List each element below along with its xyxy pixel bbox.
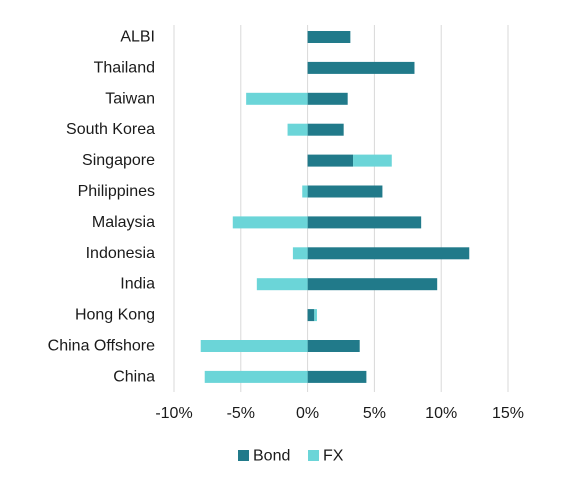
category-label-philippines: Philippines (78, 183, 155, 200)
bar-bond-indonesia (307, 247, 470, 260)
legend-label-bond: Bond (253, 448, 290, 465)
bar-bond-thailand (307, 61, 415, 74)
category-label-hong-kong: Hong Kong (75, 307, 155, 324)
category-label-south-korea: South Korea (66, 121, 155, 138)
legend-swatch-bond (238, 450, 249, 461)
bar-bond-taiwan (307, 92, 348, 105)
bar-bond-india (307, 278, 438, 291)
bar-fx-india (256, 278, 308, 291)
bar-fx-indonesia (292, 247, 308, 260)
bar-bond-hong-kong (307, 309, 315, 322)
category-label-china: China (113, 368, 155, 385)
bar-bond-china (307, 370, 367, 383)
category-label-malaysia: Malaysia (92, 214, 155, 231)
category-label-albi: ALBI (120, 29, 155, 46)
bars (200, 31, 470, 383)
bar-fx-hong-kong (314, 309, 317, 322)
legend-label-fx: FX (323, 448, 344, 465)
bar-fx-taiwan (246, 92, 308, 105)
legend-swatch-fx (308, 450, 319, 461)
bar-fx-china (204, 370, 308, 383)
bar-fx-china-offshore (200, 340, 308, 352)
bar-fx-south-korea (287, 123, 308, 136)
bar-fx-philippines (302, 185, 308, 198)
bar-bond-malaysia (307, 216, 422, 229)
gridlines (173, 25, 509, 392)
bar-fx-singapore (353, 154, 392, 167)
x-tick-labels: -10% -5% 0% 5% 10% 15% (155, 405, 524, 422)
category-label-thailand: Thailand (94, 59, 155, 76)
x-tick-label: -5% (227, 405, 255, 422)
bar-fx-malaysia (232, 216, 308, 229)
category-label-china-offshore: China Offshore (48, 338, 155, 355)
bar-bond-china-offshore (307, 340, 360, 352)
bar-bond-singapore (307, 154, 354, 167)
bar-bond-south-korea (307, 123, 344, 136)
legend: Bond FX (238, 448, 344, 465)
category-label-india: India (120, 276, 155, 293)
x-tick-label: 0% (296, 405, 319, 422)
category-label-taiwan: Taiwan (105, 90, 155, 107)
category-label-indonesia: Indonesia (86, 245, 155, 262)
bar-bond-albi (307, 31, 351, 43)
x-tick-label: 5% (363, 405, 386, 422)
category-label-singapore: Singapore (82, 152, 155, 169)
x-tick-label: 15% (492, 405, 524, 422)
x-tick-label: -10% (155, 405, 192, 422)
category-labels: ALBI Thailand Taiwan South Korea Singapore Ph… (48, 29, 155, 386)
bar-bond-philippines (307, 185, 383, 198)
x-tick-label: 10% (425, 405, 457, 422)
